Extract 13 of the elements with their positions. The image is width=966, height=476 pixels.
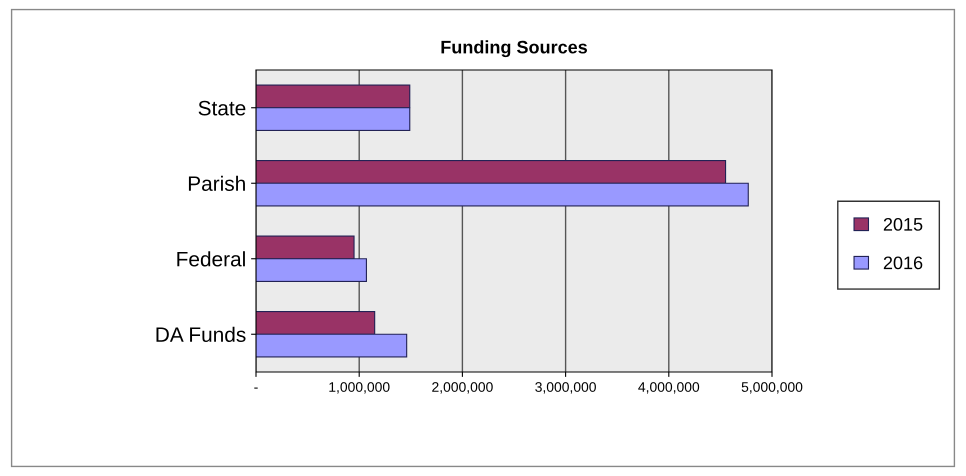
y-tick-label: Parish: [188, 176, 245, 192]
x-tick-label: 4,000,000: [638, 382, 700, 394]
x-tick-label: 5,000,000: [742, 382, 802, 394]
x-tick-label: 3,000,000: [535, 382, 596, 394]
legend-label: 2016: [884, 256, 922, 270]
chart-title: Funding Sources: [441, 40, 587, 58]
legend-label: 2015: [884, 218, 922, 231]
y-tick-label: State: [198, 100, 246, 116]
x-tick-label: -: [254, 388, 258, 389]
x-tick-label: 2,000,000: [432, 382, 493, 394]
y-tick-label: DA Funds: [156, 326, 246, 342]
x-tick-label: 1,000,000: [329, 382, 390, 394]
y-tick-label: Federal: [177, 251, 245, 267]
